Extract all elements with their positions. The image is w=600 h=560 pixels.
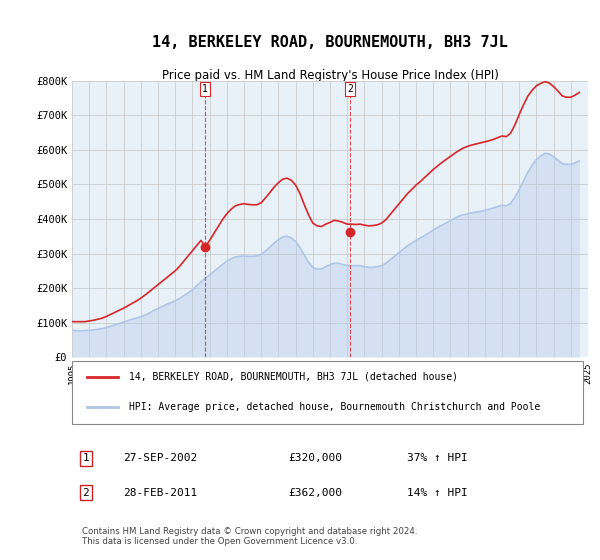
Text: 14% ↑ HPI: 14% ↑ HPI bbox=[407, 488, 468, 498]
Text: 2: 2 bbox=[347, 84, 353, 94]
Text: Contains HM Land Registry data © Crown copyright and database right 2024.
This d: Contains HM Land Registry data © Crown c… bbox=[82, 527, 418, 546]
Text: 27-SEP-2002: 27-SEP-2002 bbox=[124, 454, 198, 463]
Text: £320,000: £320,000 bbox=[289, 454, 343, 463]
Text: £362,000: £362,000 bbox=[289, 488, 343, 498]
Text: 14, BERKELEY ROAD, BOURNEMOUTH, BH3 7JL: 14, BERKELEY ROAD, BOURNEMOUTH, BH3 7JL bbox=[152, 35, 508, 50]
Text: 1: 1 bbox=[82, 454, 89, 463]
Text: Price paid vs. HM Land Registry's House Price Index (HPI): Price paid vs. HM Land Registry's House … bbox=[161, 69, 499, 82]
Text: 14, BERKELEY ROAD, BOURNEMOUTH, BH3 7JL (detached house): 14, BERKELEY ROAD, BOURNEMOUTH, BH3 7JL … bbox=[129, 372, 458, 382]
Text: 1: 1 bbox=[202, 84, 208, 94]
FancyBboxPatch shape bbox=[72, 361, 583, 424]
Text: 37% ↑ HPI: 37% ↑ HPI bbox=[407, 454, 468, 463]
Text: 28-FEB-2011: 28-FEB-2011 bbox=[124, 488, 198, 498]
Text: 2: 2 bbox=[82, 488, 89, 498]
Text: HPI: Average price, detached house, Bournemouth Christchurch and Poole: HPI: Average price, detached house, Bour… bbox=[129, 402, 540, 412]
